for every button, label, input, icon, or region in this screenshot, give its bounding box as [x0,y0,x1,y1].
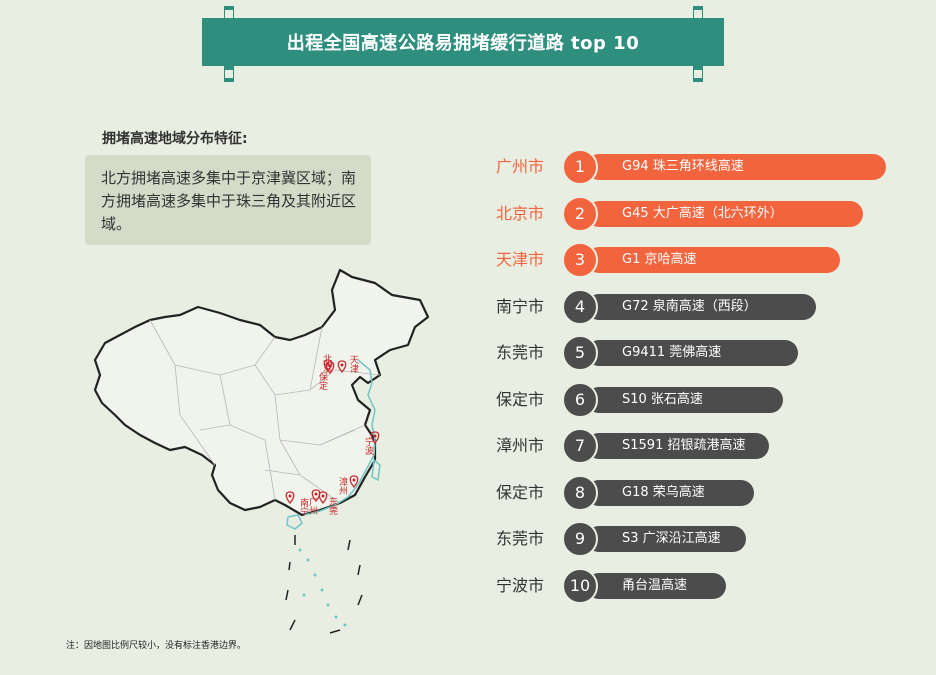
location-pin-dot [373,434,377,438]
china-outline [93,268,430,530]
south-china-sea-islands [298,548,347,627]
location-pin-dot [314,492,318,496]
location-pin-dot [340,363,344,367]
map-note: 注：因地图比例尺较小，没有标注香港边界。 [66,641,247,651]
location-pin-icon [370,431,380,445]
city-marker-label: 宁波 [363,436,374,456]
feature-title: 拥堵高速地域分布特征: [102,131,248,147]
location-pin-dot [321,494,325,498]
city-marker-label: 广州 [307,496,318,515]
city-name: 北京市 [495,204,544,223]
city-name: 保定市 [495,390,544,409]
city-marker-label: 漳州 [337,476,348,495]
rank-badge: 6 [562,382,598,418]
location-pin-icon [285,491,295,505]
road-bar: S10 张石高速 [586,387,783,413]
rank-badge: 3 [562,242,598,278]
mainland-outline [93,268,430,517]
city-name: 广州市 [495,157,544,176]
rank-badge: 1 [562,149,598,185]
road-bar: S1591 招银疏港高速 [586,433,769,459]
city-name: 东莞市 [495,529,544,548]
road-bar: G72 泉南高速（西段） [586,294,816,320]
location-pin-icon [337,360,347,374]
road-bar: G94 珠三角环线高速 [586,154,886,180]
rank-badge: 4 [562,289,598,325]
nine-dash-line [285,535,363,634]
location-pin-icon [318,491,328,505]
location-pin-icon [349,475,359,489]
city-marker-label: 东莞 [327,496,338,516]
road-bar: 甬台温高速 [586,573,726,599]
city-marker-label: 保定 [317,371,328,391]
rank-badge: 9 [562,521,598,557]
hainan-island [286,514,303,530]
city-marker-label: 南宁 [298,497,309,516]
rank-badge: 8 [562,475,598,511]
location-pin-dot [288,494,292,498]
rank-badge: 5 [562,335,598,371]
city-name: 保定市 [495,483,544,502]
road-bar: G9411 莞佛高速 [586,340,798,366]
city-name: 南宁市 [495,297,544,316]
taiwan-island [371,458,381,482]
rank-badge: 2 [562,196,598,232]
location-pin-icon [325,361,335,375]
location-pin-dot [352,478,356,482]
road-bar: S3 广深沿江高速 [586,526,746,552]
rank-badge: 7 [562,428,598,464]
page-title: 出程全国高速公路易拥堵缓行道路 top 10 [202,18,724,66]
province-borders [149,319,381,504]
city-marker-label: 天津 [348,355,359,374]
road-bar: G1 京哈高速 [586,247,840,273]
coastline [303,359,376,516]
city-name: 宁波市 [495,576,544,595]
city-name: 漳州市 [495,436,544,455]
road-bar: G45 大广高速（北六环外） [586,201,863,227]
city-name: 天津市 [495,250,544,269]
rank-badge: 10 [562,568,598,604]
feature-description: 北方拥堵高速多集中于京津冀区域；南方拥堵高速多集中于珠三角及其附近区域。 [85,155,371,245]
location-pin-dot [328,364,332,368]
road-bar: G18 荣乌高速 [586,480,754,506]
city-name: 东莞市 [495,343,544,362]
